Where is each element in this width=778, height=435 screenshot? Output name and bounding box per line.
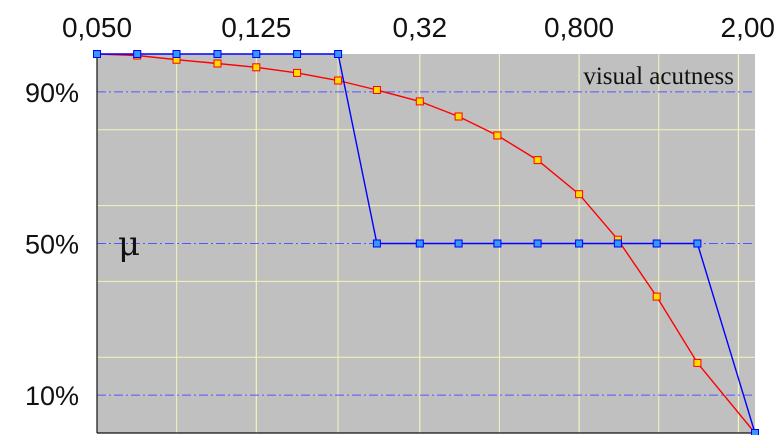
series-1-point-7 xyxy=(372,86,381,94)
y-tick-label-1: 50% xyxy=(25,230,79,260)
data-series xyxy=(93,50,759,435)
x-tick-label-1: 0,125 xyxy=(221,12,291,43)
series-1-point-6 xyxy=(334,76,343,85)
series-1-point-14 xyxy=(652,292,661,301)
series-1-point-10 xyxy=(493,131,502,140)
series-1-point-12 xyxy=(575,190,584,199)
y-tick-label-0: 90% xyxy=(25,78,79,108)
series-0-point-2 xyxy=(172,50,181,58)
series-0-point-10 xyxy=(493,239,502,248)
y-axis-title: μ xyxy=(118,224,140,264)
series-1-point-8 xyxy=(415,97,424,106)
tick-labels: 0,050 0,125 0,32 0,800 2,00 90% 50% 10% xyxy=(25,12,775,411)
series-0-point-13 xyxy=(613,239,622,248)
series-0-point-0 xyxy=(93,50,101,58)
series-1-point-4 xyxy=(252,63,261,72)
y-tick-label-2: 10% xyxy=(25,381,79,411)
series-1-point-9 xyxy=(454,112,463,121)
x-tick-label-0: 0,050 xyxy=(62,12,132,43)
series-0-point-16 xyxy=(751,429,759,435)
series-0-point-1 xyxy=(133,50,142,58)
series-0-point-11 xyxy=(533,239,542,248)
series-0-point-5 xyxy=(293,50,302,58)
series-0-point-3 xyxy=(213,50,222,58)
x-tick-label-3: 0,800 xyxy=(544,12,614,43)
series-0-point-4 xyxy=(252,50,261,58)
series-1-point-15 xyxy=(693,358,702,367)
series-0-point-14 xyxy=(652,239,661,248)
series-1-point-5 xyxy=(293,68,302,77)
series-1-point-3 xyxy=(213,59,222,68)
series-0-point-6 xyxy=(334,50,343,58)
series-1-point-11 xyxy=(533,156,542,165)
series-0-point-12 xyxy=(575,239,584,248)
series-0-point-9 xyxy=(454,239,463,248)
x-axis-title: visual acutness xyxy=(583,63,734,90)
series-0-point-7 xyxy=(372,239,381,248)
x-tick-label-2: 0,32 xyxy=(393,12,448,43)
series-0-point-15 xyxy=(693,239,702,248)
x-tick-label-4: 2,00 xyxy=(721,12,776,43)
series-0-point-8 xyxy=(415,239,424,248)
